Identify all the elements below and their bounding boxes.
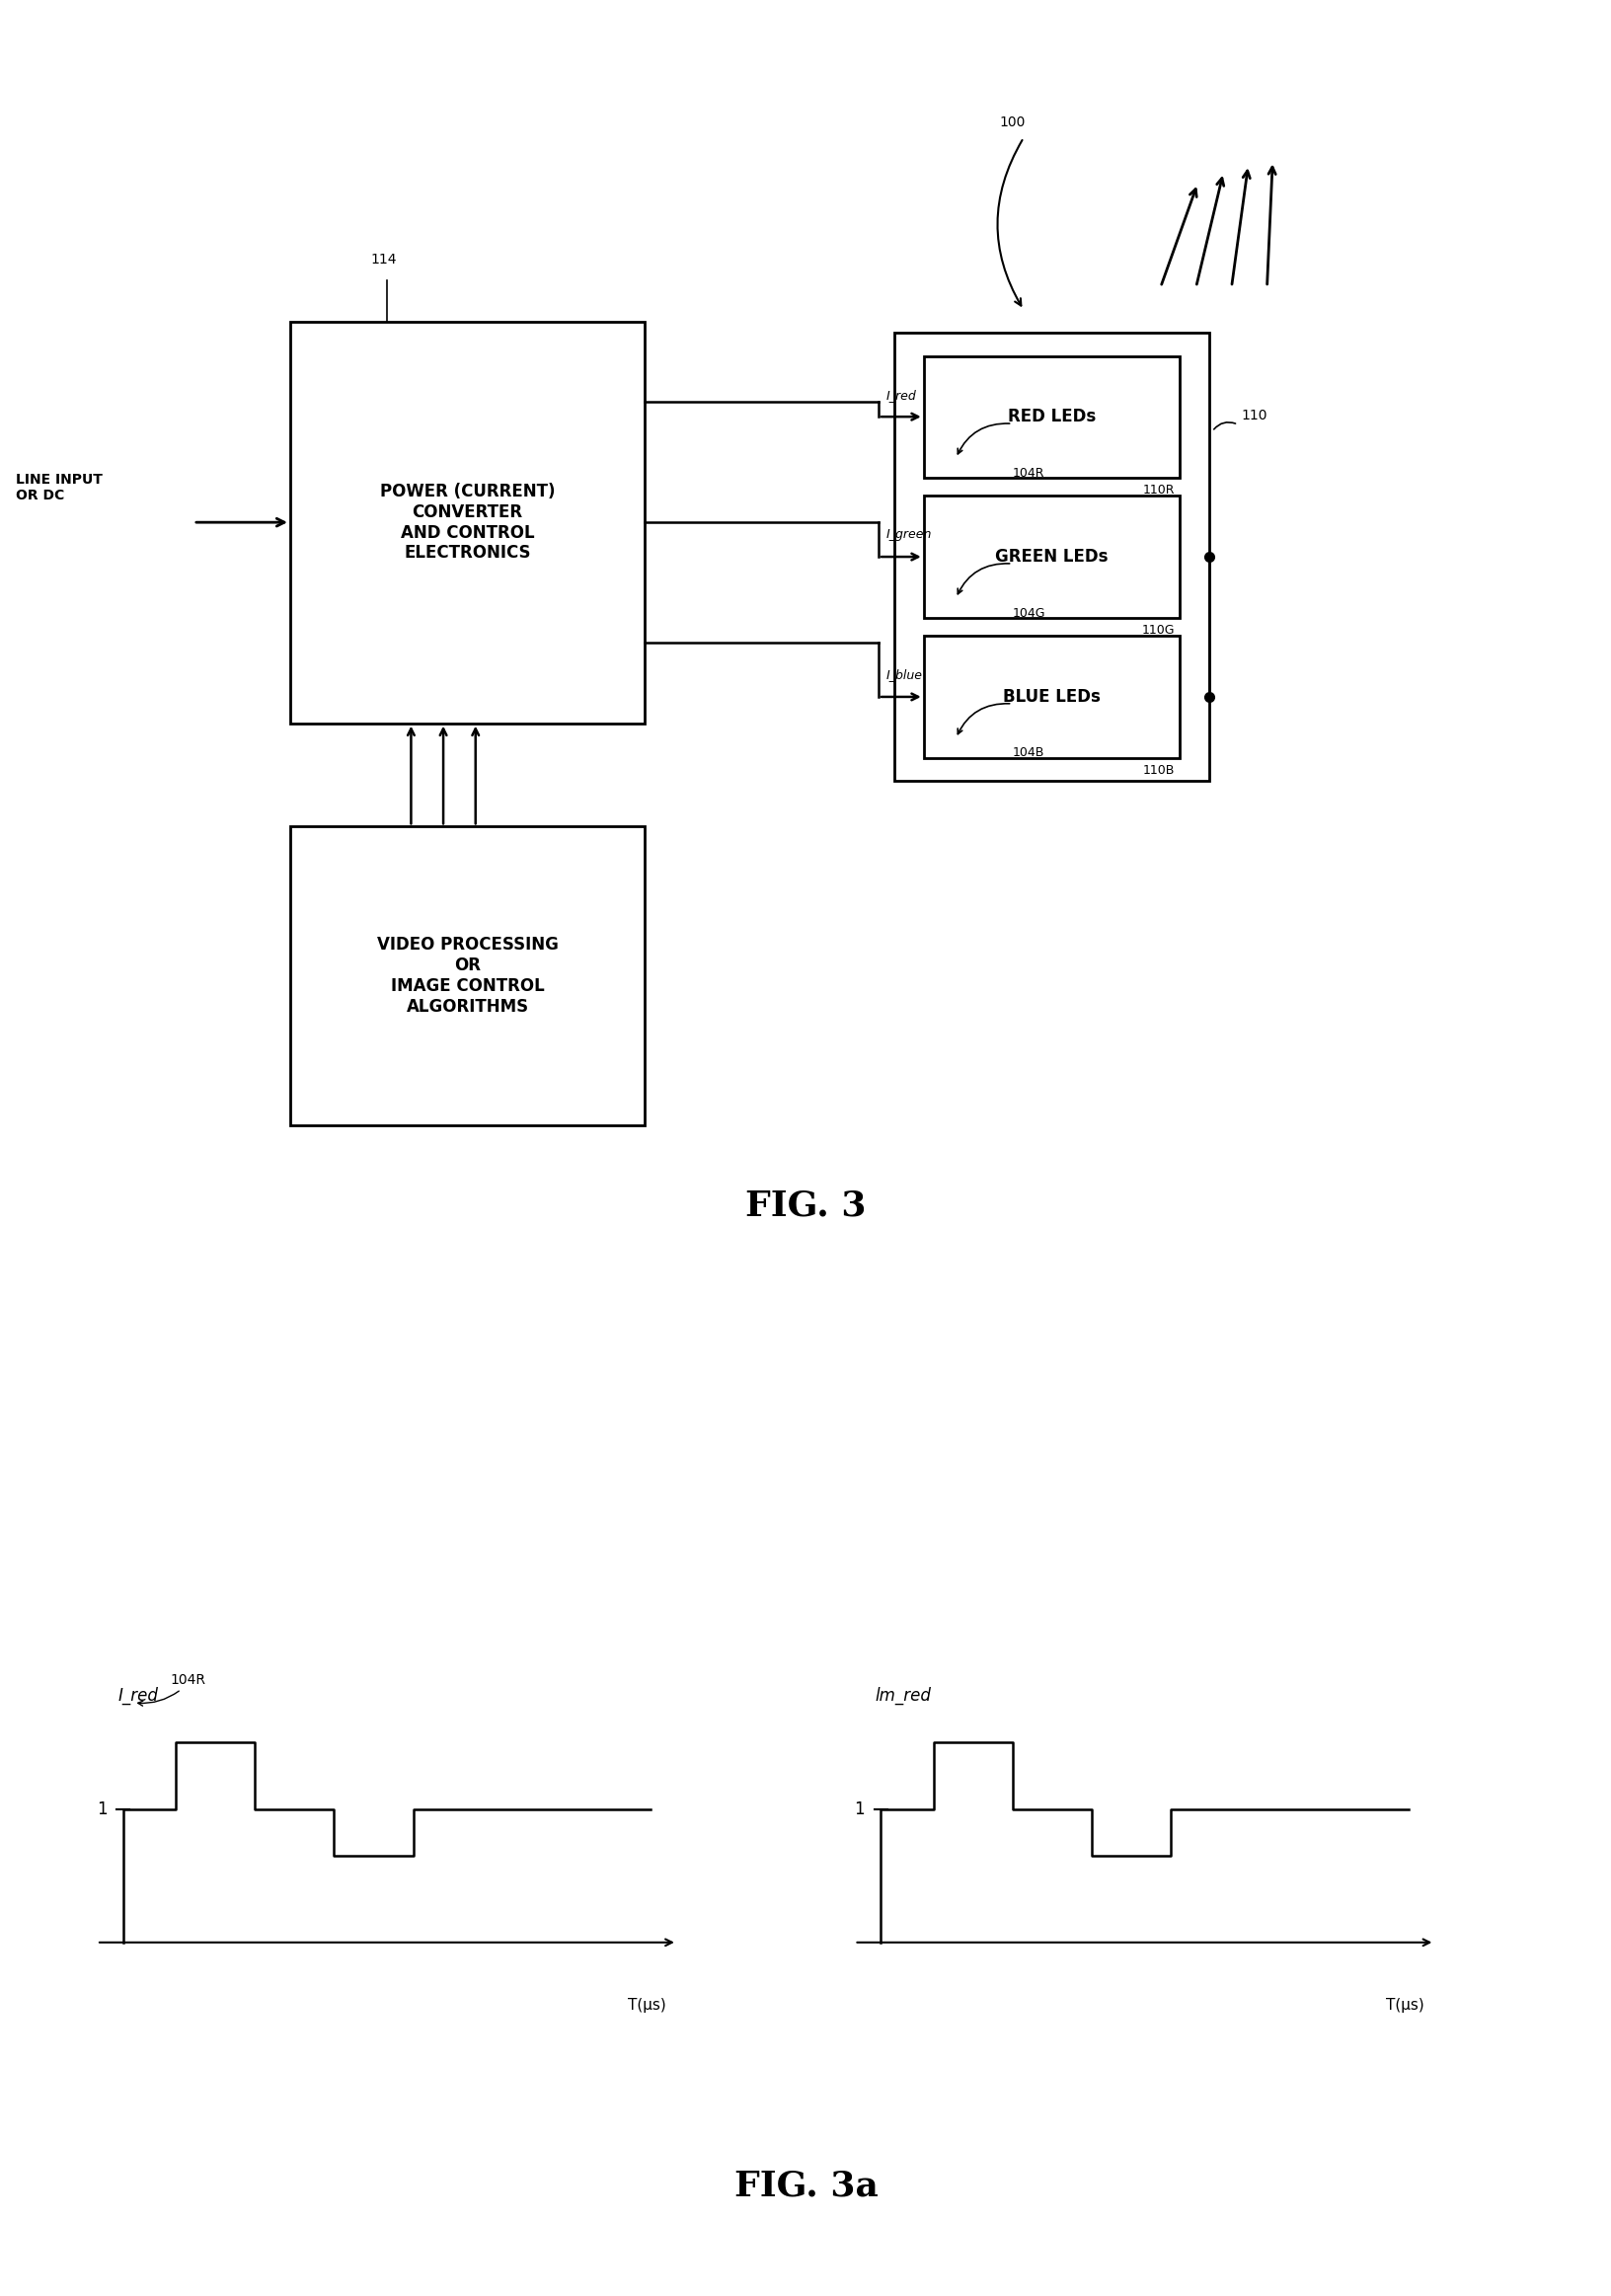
Text: lm_red: lm_red	[875, 1688, 931, 1704]
Bar	[923, 636, 1179, 758]
Text: 104B: 104B	[1012, 746, 1044, 760]
Bar	[923, 356, 1179, 478]
Bar	[290, 321, 644, 723]
Text: GREEN LEDs: GREEN LEDs	[994, 549, 1108, 565]
Text: 110: 110	[1240, 409, 1266, 422]
Text: I_red: I_red	[886, 388, 917, 402]
Text: 1: 1	[97, 1800, 108, 1818]
Bar	[894, 333, 1208, 781]
Bar	[923, 496, 1179, 618]
Text: 110G: 110G	[1141, 625, 1174, 636]
Text: T(μs): T(μs)	[628, 1998, 665, 2014]
Text: POWER (CURRENT)
CONVERTER
AND CONTROL
ELECTRONICS: POWER (CURRENT) CONVERTER AND CONTROL EL…	[380, 482, 554, 563]
Text: I_blue: I_blue	[886, 668, 923, 682]
Text: I_red: I_red	[118, 1688, 158, 1704]
Text: BLUE LEDs: BLUE LEDs	[1002, 689, 1100, 705]
Text: T(μs): T(μs)	[1385, 1998, 1423, 2014]
Text: FIG. 3a: FIG. 3a	[733, 2170, 878, 2202]
Text: I_green: I_green	[886, 528, 931, 542]
Text: 100: 100	[999, 115, 1025, 129]
Text: 104R: 104R	[171, 1674, 206, 1688]
Bar	[290, 827, 644, 1125]
Text: 104G: 104G	[1012, 606, 1046, 620]
Text: 104R: 104R	[1012, 466, 1044, 480]
Text: RED LEDs: RED LEDs	[1007, 409, 1095, 425]
Text: 110R: 110R	[1142, 484, 1174, 496]
Text: FIG. 3: FIG. 3	[744, 1189, 867, 1221]
Text: 114: 114	[371, 253, 396, 266]
Text: 1: 1	[854, 1800, 865, 1818]
Text: LINE INPUT
OR DC: LINE INPUT OR DC	[16, 473, 103, 503]
Text: VIDEO PROCESSING
OR
IMAGE CONTROL
ALGORITHMS: VIDEO PROCESSING OR IMAGE CONTROL ALGORI…	[377, 937, 557, 1015]
Text: 110B: 110B	[1142, 765, 1174, 776]
